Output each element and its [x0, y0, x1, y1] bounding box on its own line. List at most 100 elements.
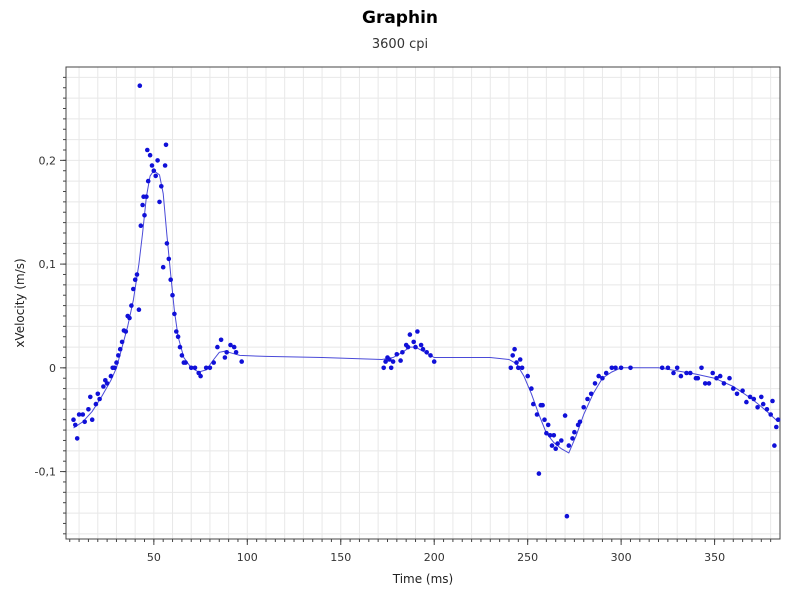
data-point	[517, 357, 523, 362]
data-point	[170, 292, 175, 298]
data-point	[134, 272, 140, 277]
data-point	[162, 163, 168, 168]
data-point	[142, 213, 147, 218]
data-point	[613, 365, 618, 371]
data-point	[119, 339, 125, 345]
data-point	[82, 419, 87, 425]
trend-line	[73, 169, 779, 454]
data-point	[188, 365, 194, 371]
data-point	[536, 471, 542, 476]
data-point	[618, 365, 624, 371]
data-point	[116, 353, 121, 358]
data-point	[547, 433, 553, 438]
data-point	[764, 407, 770, 412]
data-point	[562, 413, 568, 418]
data-point	[424, 350, 430, 355]
data-point	[529, 386, 534, 391]
trend-line-layer	[73, 169, 779, 454]
data-point	[428, 353, 433, 358]
data-point	[600, 375, 605, 381]
x-tick-label: 200	[424, 551, 445, 564]
data-point	[138, 223, 144, 228]
data-point	[544, 430, 549, 436]
data-point	[88, 394, 93, 400]
data-point	[564, 513, 570, 519]
data-point	[231, 344, 237, 350]
data-point	[717, 373, 723, 379]
data-point	[155, 158, 160, 163]
data-point	[740, 388, 745, 394]
x-tick-label: 300	[611, 551, 632, 564]
data-point	[394, 352, 400, 357]
data-point	[145, 147, 150, 153]
data-point	[772, 443, 777, 448]
data-point	[239, 359, 244, 364]
data-point	[418, 342, 424, 348]
data-point	[545, 422, 551, 428]
data-point	[163, 142, 169, 148]
y-tick-label: 0,1	[39, 258, 57, 271]
data-point	[157, 199, 162, 205]
data-point	[174, 329, 179, 334]
y-tick-label: 0,2	[39, 154, 57, 167]
y-axis-label: xVelocity (m/s)	[13, 258, 27, 347]
data-point	[147, 152, 153, 158]
data-point	[71, 417, 76, 423]
data-point	[674, 365, 680, 371]
data-point	[211, 360, 216, 365]
data-point	[177, 344, 183, 350]
data-point	[759, 394, 764, 400]
data-point	[534, 412, 540, 417]
data-point	[774, 424, 779, 430]
x-tick-label: 100	[237, 551, 258, 564]
data-point	[514, 360, 519, 365]
data-point	[702, 381, 708, 386]
data-point	[159, 184, 164, 189]
data-point	[400, 350, 405, 355]
data-point	[727, 375, 732, 381]
data-point	[137, 83, 143, 88]
data-point	[160, 264, 166, 270]
data-point	[398, 358, 403, 363]
data-point	[553, 446, 558, 452]
data-point	[388, 365, 394, 371]
data-point	[714, 375, 719, 381]
data-point	[516, 365, 521, 371]
plot-frame	[65, 66, 781, 540]
data-point	[179, 353, 185, 358]
data-point	[203, 365, 209, 371]
data-point	[108, 373, 114, 379]
data-point	[74, 436, 80, 441]
data-point	[175, 334, 181, 340]
data-point	[531, 401, 536, 407]
data-point	[588, 391, 594, 397]
data-point	[431, 359, 437, 364]
data-point	[164, 241, 170, 246]
data-point	[233, 350, 239, 355]
scatter-points	[71, 83, 781, 519]
y-tick-label: -0,1	[35, 466, 56, 479]
data-point	[721, 381, 727, 386]
data-point	[747, 394, 753, 400]
data-point	[80, 412, 86, 417]
x-tick-label: 250	[517, 551, 538, 564]
data-point	[129, 303, 134, 308]
data-point	[145, 178, 151, 184]
data-point	[93, 401, 99, 407]
x-tick-label: 350	[704, 551, 725, 564]
data-point	[760, 401, 766, 407]
data-point	[699, 365, 704, 371]
data-point	[665, 365, 671, 371]
data-point	[387, 357, 392, 362]
data-point	[751, 396, 757, 402]
data-point	[710, 370, 715, 376]
data-point	[678, 373, 684, 379]
data-point	[166, 256, 172, 262]
data-point	[117, 346, 123, 352]
data-point	[706, 381, 712, 386]
data-point	[192, 365, 198, 371]
data-point	[555, 441, 560, 446]
data-point	[218, 337, 224, 343]
data-point	[512, 346, 517, 352]
data-point	[144, 194, 149, 199]
